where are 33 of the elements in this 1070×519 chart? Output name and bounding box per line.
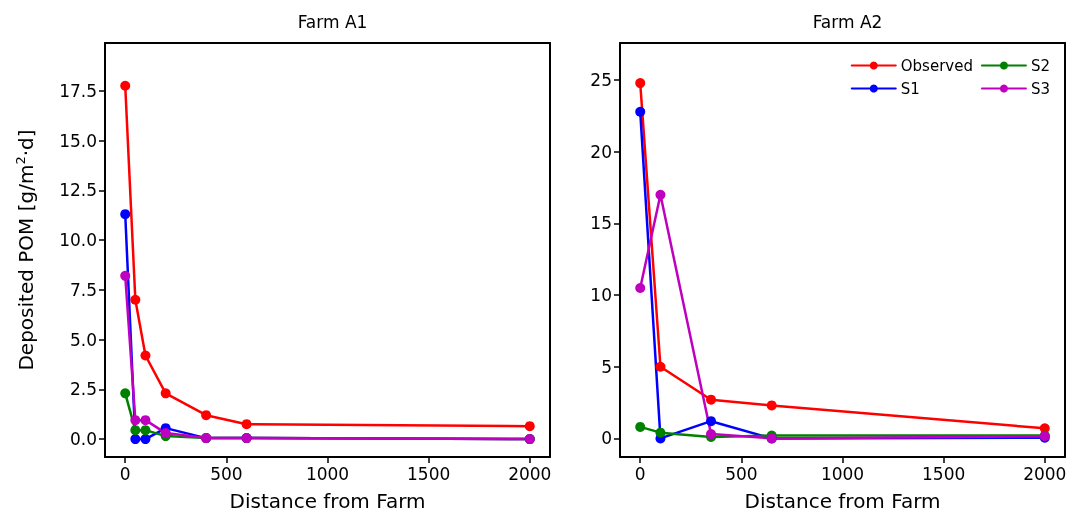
legend-label: S3: [1030, 79, 1051, 98]
x-tick-label: 1500: [922, 463, 966, 484]
x-tick-label: 1000: [305, 463, 350, 484]
y-tick-label: 2.5: [69, 379, 97, 400]
x-tick-label: 2000: [508, 463, 552, 484]
y-tick-label: 0.0: [69, 429, 97, 450]
y-tick-label: 25: [590, 70, 612, 91]
x-tick-label: 0: [634, 463, 646, 484]
y-tick-label: 7.5: [69, 279, 97, 300]
x-tick-label: 1000: [820, 463, 865, 484]
y-axis-title: Deposited POM [g/m2·d]: [13, 129, 38, 371]
x-tick-label: 0: [119, 463, 131, 484]
x-tick-label: 1500: [407, 463, 451, 484]
y-tick-label: 12.5: [59, 180, 97, 201]
y-tick-label: 17.5: [59, 80, 97, 101]
y-tick-label: 15.0: [59, 130, 97, 151]
x-axis-title: Distance from Farm: [744, 489, 941, 513]
y-tick-label: 10.0: [59, 230, 97, 251]
legend-label: S2: [1030, 56, 1051, 75]
legend-label: S1: [900, 79, 920, 98]
legend-label: Observed: [900, 56, 973, 75]
y-tick-label: 15: [590, 213, 612, 234]
y-tick-label: 10: [590, 285, 612, 306]
y-tick-label: 20: [590, 141, 612, 162]
y-tick-label: 0: [601, 428, 612, 449]
chart-title: Farm A2: [812, 11, 883, 32]
y-tick-label: 5.0: [69, 329, 97, 350]
x-tick-label: 500: [210, 463, 243, 484]
x-tick-label: 500: [725, 463, 758, 484]
x-axis-title: Distance from Farm: [229, 489, 426, 513]
chart-title: Farm A1: [297, 11, 368, 32]
y-tick-label: 5: [601, 356, 612, 377]
x-tick-label: 2000: [1023, 463, 1067, 484]
